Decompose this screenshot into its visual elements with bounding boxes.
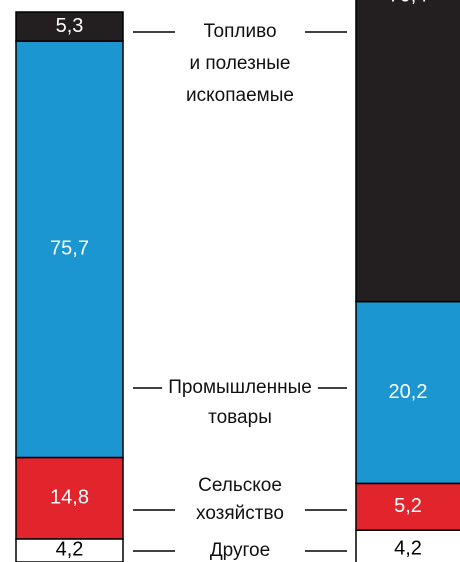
value-label: 4,2 xyxy=(394,537,422,559)
category-label: Другое xyxy=(210,540,270,561)
value-label: 75,7 xyxy=(50,238,89,260)
value-label: 4,2 xyxy=(56,539,84,561)
value-label: 5,2 xyxy=(394,495,422,517)
value-label: 5,3 xyxy=(56,15,84,37)
value-label: 14,8 xyxy=(50,486,89,508)
category-label: товары xyxy=(208,407,272,428)
category-label: хозяйство xyxy=(196,503,284,524)
bar-segment xyxy=(355,0,460,303)
category-label: Сельское xyxy=(198,475,282,496)
bar-segment xyxy=(355,300,460,485)
bar-segment xyxy=(15,456,124,540)
bar-segment xyxy=(15,40,124,459)
value-label: 70,4 xyxy=(389,0,428,6)
category-label: Промышленные xyxy=(168,377,312,398)
bar-segment xyxy=(15,11,124,42)
category-label: и полезные xyxy=(190,53,291,74)
category-label: ископаемые xyxy=(186,85,294,106)
bar-segment xyxy=(355,529,460,562)
value-label: 20,2 xyxy=(389,381,428,403)
category-label: Топливо xyxy=(203,21,276,42)
